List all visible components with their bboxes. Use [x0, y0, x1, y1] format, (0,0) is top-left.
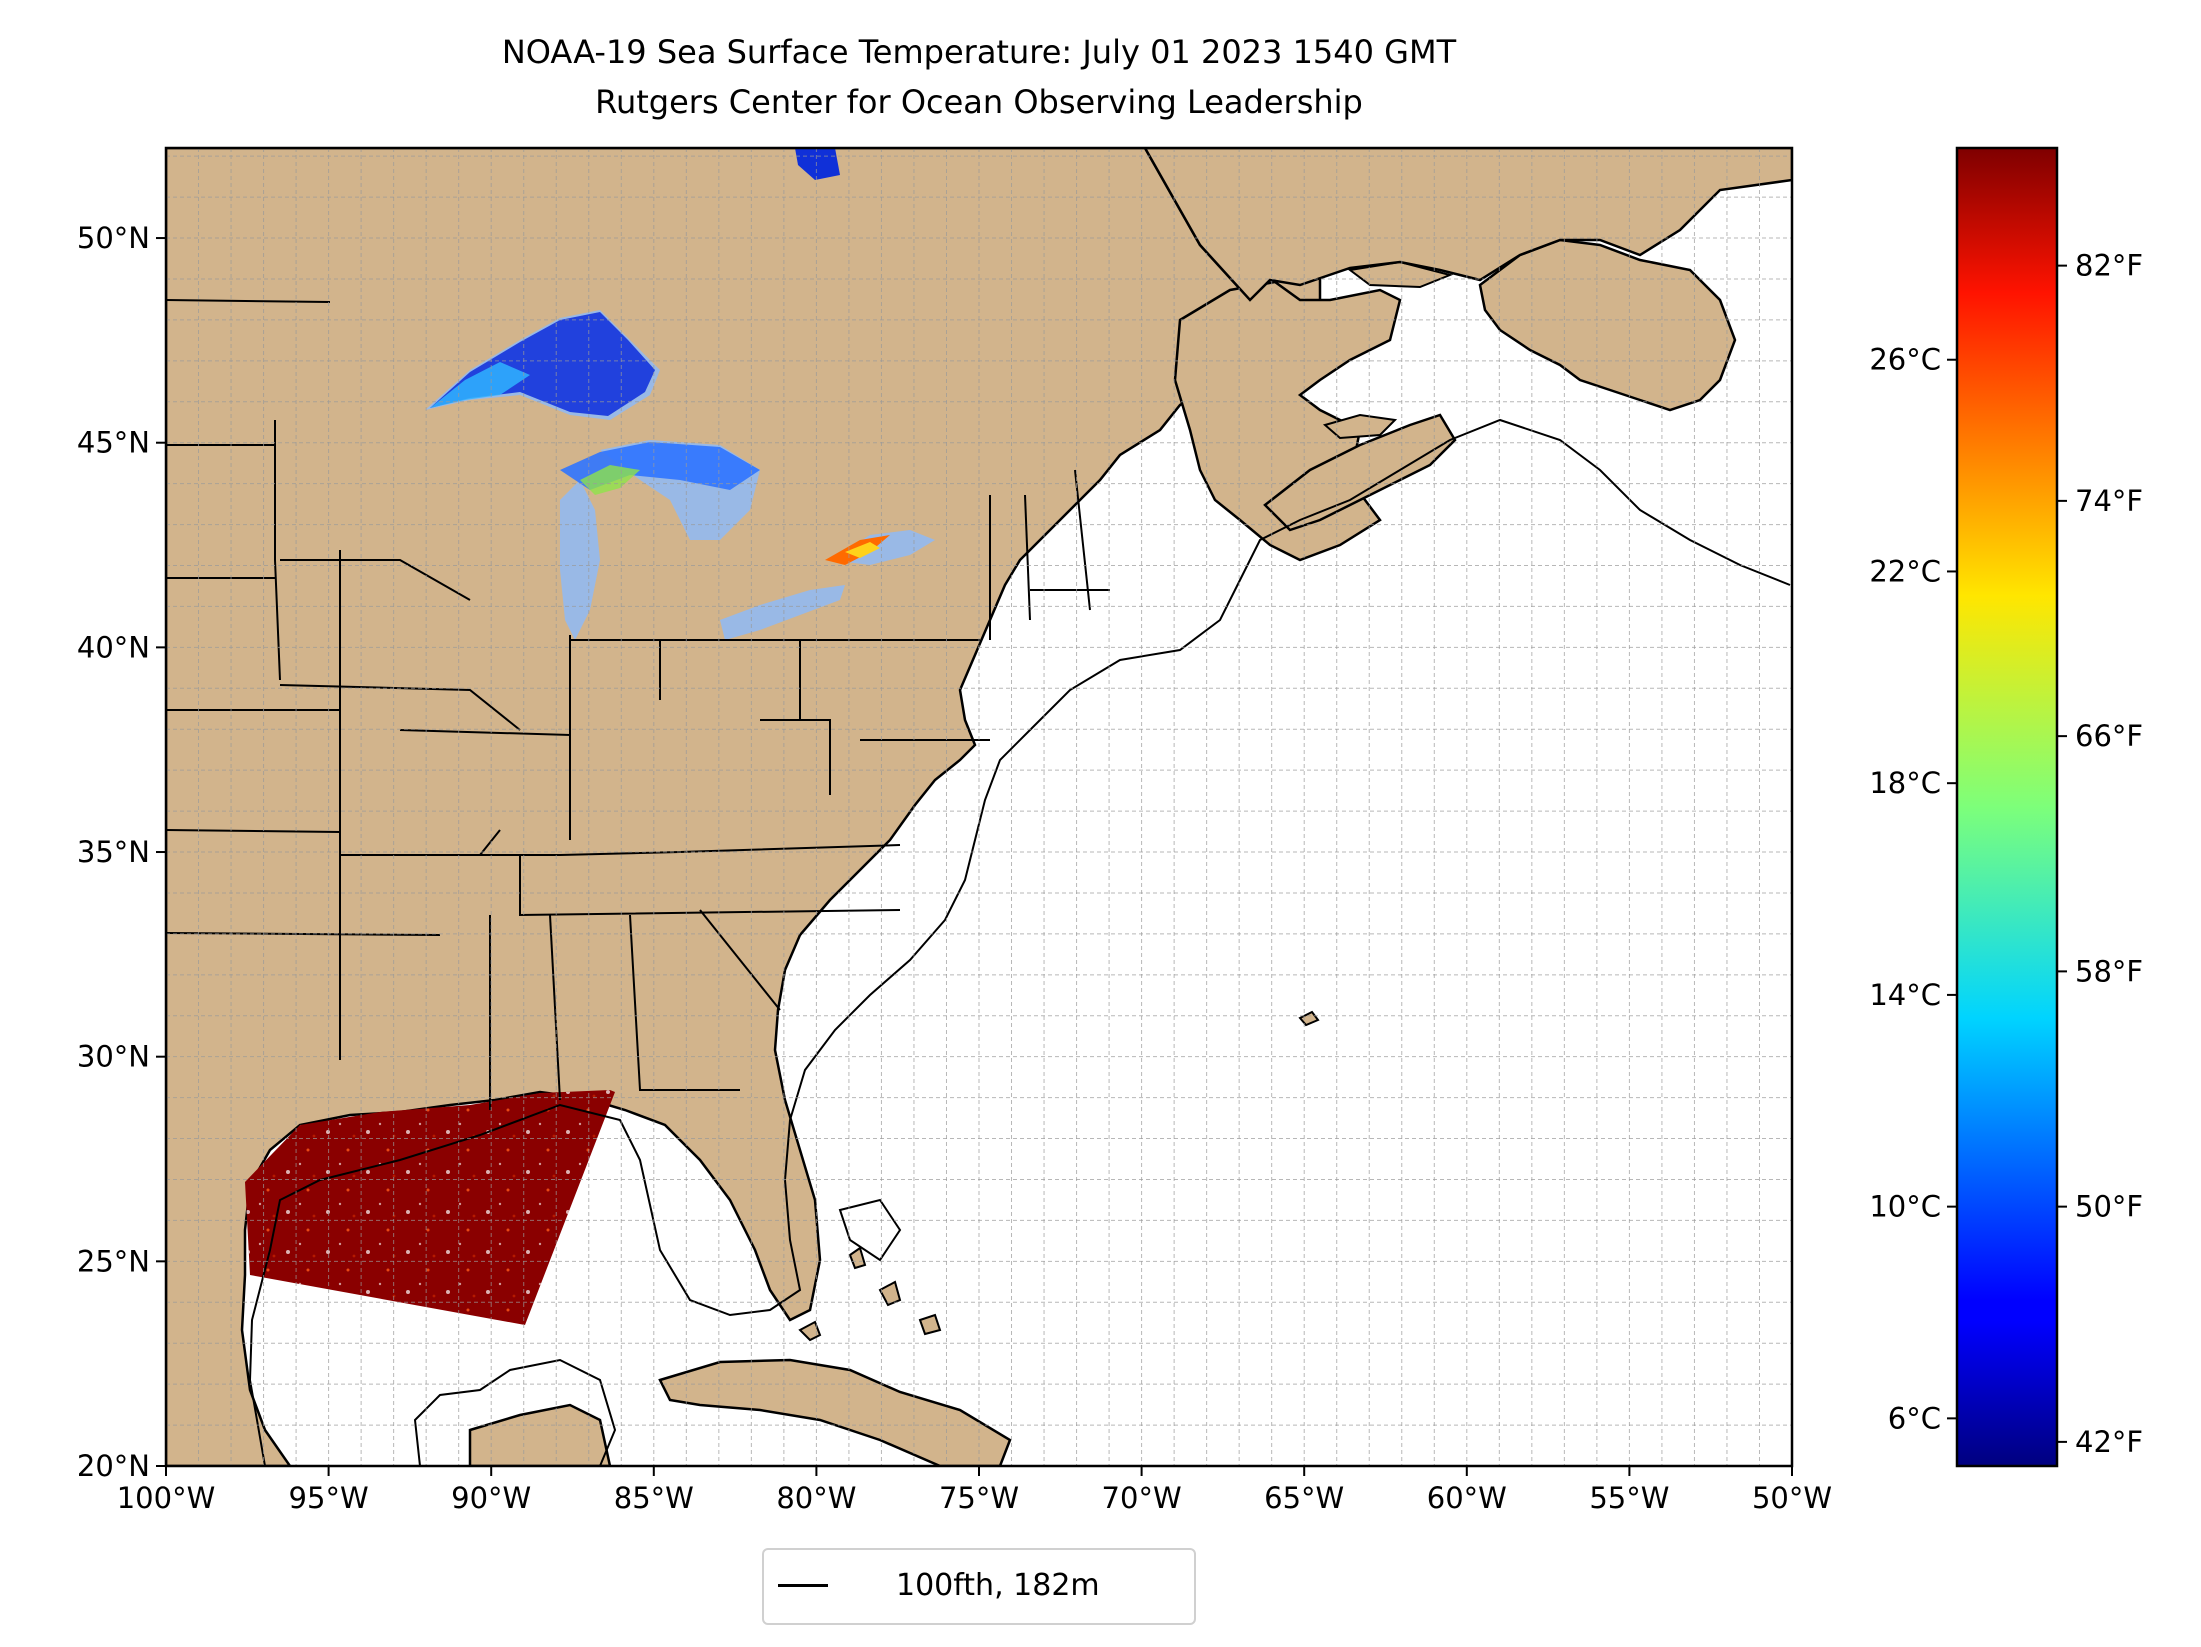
fahrenheit-tick-label: 66°F — [2075, 719, 2143, 753]
land-newfoundland — [1478, 238, 1737, 412]
lat-tick-label: 30°N — [77, 1040, 150, 1074]
isobath-bahamas — [838, 1198, 902, 1262]
lon-tick-label: 80°W — [776, 1481, 856, 1515]
lake-michigan — [560, 480, 600, 640]
isobath-100fth — [248, 418, 1791, 1466]
longitude-axis: 100°W 95°W 90°W 85°W 80°W 75°W 70°W 65°W 60°W 55°… — [117, 1466, 1832, 1515]
celsius-tick-label: 10°C — [1869, 1190, 1941, 1224]
legend-line-swatch — [778, 1584, 828, 1587]
fahrenheit-tick-label: 50°F — [2075, 1190, 2143, 1224]
sst-lake-huron-warm — [580, 465, 640, 495]
lon-tick-label: 100°W — [117, 1481, 216, 1515]
celsius-tick-label: 26°C — [1869, 343, 1941, 377]
legend-label: 100fth, 182m — [896, 1568, 1100, 1603]
legend: 100fth, 182m — [762, 1548, 1196, 1625]
lon-tick-label: 90°W — [451, 1481, 531, 1515]
lat-tick-label: 45°N — [77, 426, 150, 460]
map-title: NOAA-19 Sea Surface Temperature: July 01… — [501, 33, 1457, 71]
lon-tick-label: 65°W — [1264, 1481, 1344, 1515]
lon-tick-label: 60°W — [1427, 1481, 1507, 1515]
lon-tick-label: 55°W — [1589, 1481, 1669, 1515]
fahrenheit-tick-label: 74°F — [2075, 484, 2143, 518]
latitude-axis: 20°N 25°N 30°N 35°N 40°N 45°N 50°N — [77, 221, 166, 1483]
lon-tick-label: 95°W — [289, 1481, 369, 1515]
land-cuba — [658, 1358, 1012, 1466]
lat-tick-label: 40°N — [77, 630, 150, 664]
lat-tick-label: 25°N — [77, 1244, 150, 1278]
lat-tick-label: 35°N — [77, 835, 150, 869]
sst-gulf-texture — [245, 1090, 615, 1325]
sst-lake-ontario-hot — [845, 542, 880, 558]
sst-lake-superior-west — [430, 362, 530, 408]
colorbar — [1955, 146, 2059, 1468]
land-quebec-north — [1143, 148, 1792, 302]
grid-lines — [166, 148, 1792, 1466]
state-borders — [166, 299, 1110, 1110]
fahrenheit-tick-label: 82°F — [2075, 249, 2143, 283]
land-yucatan — [468, 1403, 612, 1466]
colorbar-celsius-axis: 6°C 10°C 14°C 18°C 22°C 26°C — [1869, 343, 1957, 1435]
celsius-tick-label: 22°C — [1869, 554, 1941, 588]
land-pei — [1322, 413, 1398, 440]
lon-tick-label: 70°W — [1102, 1481, 1182, 1515]
land-nova-scotia — [1263, 413, 1457, 532]
lat-tick-label: 50°N — [77, 221, 150, 255]
lon-tick-label: 85°W — [614, 1481, 694, 1515]
fahrenheit-tick-label: 42°F — [2075, 1425, 2143, 1459]
fahrenheit-tick-label: 58°F — [2075, 954, 2143, 988]
land-bahamas — [798, 1246, 942, 1342]
land-bermuda — [1298, 1010, 1320, 1027]
celsius-tick-label: 14°C — [1869, 978, 1941, 1012]
map-subtitle: Rutgers Center for Ocean Observing Leade… — [595, 83, 1363, 121]
colorbar-fahrenheit-axis: 42°F 50°F 58°F 66°F 74°F 82°F — [2057, 249, 2143, 1459]
lon-tick-label: 75°W — [939, 1481, 1019, 1515]
lon-tick-label: 50°W — [1752, 1481, 1832, 1515]
isobath-gulf-inner — [413, 1358, 617, 1466]
celsius-tick-label: 6°C — [1888, 1401, 1941, 1435]
lat-tick-label: 20°N — [77, 1449, 150, 1483]
celsius-tick-label: 18°C — [1869, 766, 1941, 800]
